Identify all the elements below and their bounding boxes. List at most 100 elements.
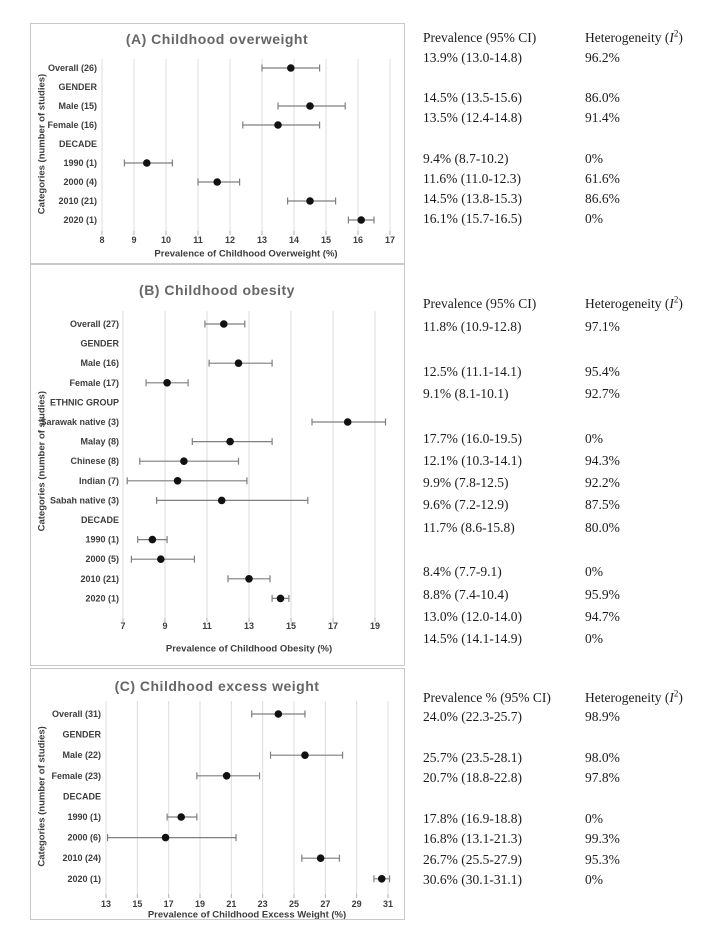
x-tick-label: 17	[328, 621, 338, 631]
table-row: 9.4% (8.7-10.2) 0%	[423, 150, 717, 169]
x-tick-label: 13	[257, 235, 267, 245]
x-tick-label: 9	[131, 235, 136, 245]
heterogeneity-header: Heterogeneity (I2)	[585, 688, 683, 705]
forest-row: Malay (8)	[80, 437, 273, 447]
table-row: 16.1% (15.7-16.5) 0%	[423, 210, 717, 229]
x-tick-label: 9	[162, 621, 167, 631]
forest-row: Indian (7)	[79, 476, 248, 486]
category-label: GENDER	[80, 339, 119, 349]
heterogeneity-value: 92.2%	[585, 475, 620, 491]
forest-row: Overall (27)	[70, 319, 246, 329]
category-label: Indian (7)	[79, 476, 119, 486]
panel-A-box: (A) Childhood overweight 8 9 10 11 12 13 14 15 16…	[30, 23, 405, 264]
i-squared-symbol: I	[669, 690, 674, 705]
heterogeneity-value: 97.8%	[585, 770, 620, 786]
section-header-row: ETHNIC GROUP	[50, 397, 119, 407]
x-tick-label: 31	[383, 899, 393, 909]
prevalence-value: 14.5% (13.5-15.6)	[423, 90, 522, 106]
heterogeneity-header: Heterogeneity (I2)	[585, 28, 683, 45]
point-marker	[357, 216, 366, 224]
forest-row: 2000 (6)	[67, 833, 237, 843]
y-axis-title: Categories (number of studies)	[37, 391, 48, 531]
table-row: 24.0% (22.3-25.7) 98.9%	[423, 708, 717, 727]
x-tick-label: 11	[202, 621, 212, 631]
forest-row: Female (16)	[47, 120, 321, 130]
point-marker	[306, 197, 314, 205]
section-header-row: GENDER	[62, 730, 101, 740]
category-label: Female (23)	[51, 771, 101, 781]
forest-row: 1990 (1)	[67, 812, 198, 822]
heterogeneity-value: 0%	[585, 430, 603, 446]
table-row: 9.9% (7.8-12.5) 92.2%	[423, 474, 717, 493]
category-label: 1990 (1)	[85, 535, 119, 545]
prevalence-value: 26.7% (25.5-27.9)	[423, 851, 522, 867]
category-label: 2010 (21)	[58, 196, 97, 206]
table-header-row: Prevalence (95% CI) Heterogeneity (I2)	[423, 29, 717, 48]
table-row: 25.7% (23.5-28.1) 98.0%	[423, 749, 717, 768]
point-marker	[301, 751, 309, 759]
table-row: 26.7% (25.5-27.9) 95.3%	[423, 851, 717, 870]
heterogeneity-value: 0%	[585, 564, 603, 580]
x-tick-label: 17	[385, 235, 395, 245]
category-label: Malay (8)	[80, 437, 119, 447]
forest-row: Male (22)	[62, 750, 344, 760]
prevalence-value: 16.1% (15.7-16.5)	[423, 210, 522, 226]
table-row: 14.5% (14.1-14.9) 0%	[423, 630, 717, 649]
x-tick-label: 27	[320, 899, 330, 909]
category-label: ETHNIC GROUP	[50, 397, 119, 407]
prevalence-value: 12.1% (10.3-14.1)	[423, 452, 522, 468]
forest-row: 2000 (5)	[85, 554, 195, 564]
category-label: DECADE	[59, 139, 97, 149]
prevalence-value: 14.5% (13.8-15.3)	[423, 190, 522, 206]
point-marker	[226, 437, 234, 446]
category-label: DECADE	[63, 791, 101, 801]
table-row: 12.5% (11.1-14.1) 95.4%	[423, 363, 717, 382]
prevalence-header: Prevalence (95% CI)	[423, 30, 537, 45]
x-axis-title: Prevalence of Childhood Excess Weight (%…	[148, 910, 346, 920]
heterogeneity-value: 86.6%	[585, 190, 620, 206]
forest-plot-B: (B) Childhood obesity 7 9 11 13 15 17 19 Overall…	[37, 282, 387, 655]
heterogeneity-value: 0%	[585, 631, 603, 647]
section-header-row: GENDER	[80, 339, 119, 349]
table-row: 14.5% (13.8-15.3) 86.6%	[423, 190, 717, 209]
heterogeneity-value: 95.9%	[585, 586, 620, 602]
table-row: 13.5% (12.4-14.8) 91.4%	[423, 109, 717, 128]
forest-row: 2020 (1)	[85, 593, 290, 603]
x-tick-label: 8	[99, 235, 104, 245]
point-marker	[161, 833, 170, 842]
category-label: 1990 (1)	[67, 812, 101, 822]
category-label: 2000 (4)	[63, 177, 97, 187]
section-header-row: DECADE	[63, 791, 101, 801]
prevalence-value: 13.0% (12.0-14.0)	[423, 608, 522, 624]
point-marker	[163, 379, 171, 387]
x-tick-label: 29	[352, 899, 362, 909]
table-row: 11.8% (10.9-12.8) 97.1%	[423, 318, 717, 337]
point-marker	[213, 178, 221, 186]
point-marker	[180, 457, 188, 465]
heterogeneity-value: 95.4%	[585, 363, 620, 379]
prevalence-value: 20.7% (18.8-22.8)	[423, 770, 522, 786]
category-label: 2000 (5)	[85, 554, 119, 564]
x-tick-label: 10	[161, 235, 171, 245]
x-tick-label: 14	[289, 235, 299, 245]
point-marker	[343, 418, 352, 426]
heterogeneity-value: 98.9%	[585, 709, 620, 724]
heterogeneity-header: Heterogeneity (I2)	[585, 294, 683, 311]
heterogeneity-value: 92.7%	[585, 385, 620, 401]
heterogeneity-value: 0%	[585, 210, 603, 226]
table-header-row: Prevalence % (95% CI) Heterogeneity (I2)	[423, 689, 717, 708]
point-marker	[306, 102, 314, 110]
point-marker	[316, 854, 325, 862]
x-tick-label: 15	[321, 235, 331, 245]
panel-C-table: Prevalence % (95% CI) Heterogeneity (I2) 2…	[423, 668, 717, 920]
table-row: 11.6% (11.0-12.3) 61.6%	[423, 170, 717, 189]
heterogeneity-value: 96.2%	[585, 50, 620, 65]
point-marker	[274, 710, 283, 718]
chart-title: (C) Childhood excess weight	[115, 678, 320, 694]
category-label: GENDER	[62, 730, 101, 740]
prevalence-value: 11.6% (11.0-12.3)	[423, 170, 521, 186]
heterogeneity-value: 98.0%	[585, 749, 620, 765]
category-label: DECADE	[81, 515, 119, 525]
point-marker	[217, 496, 226, 505]
forest-row: Female (23)	[51, 771, 261, 781]
